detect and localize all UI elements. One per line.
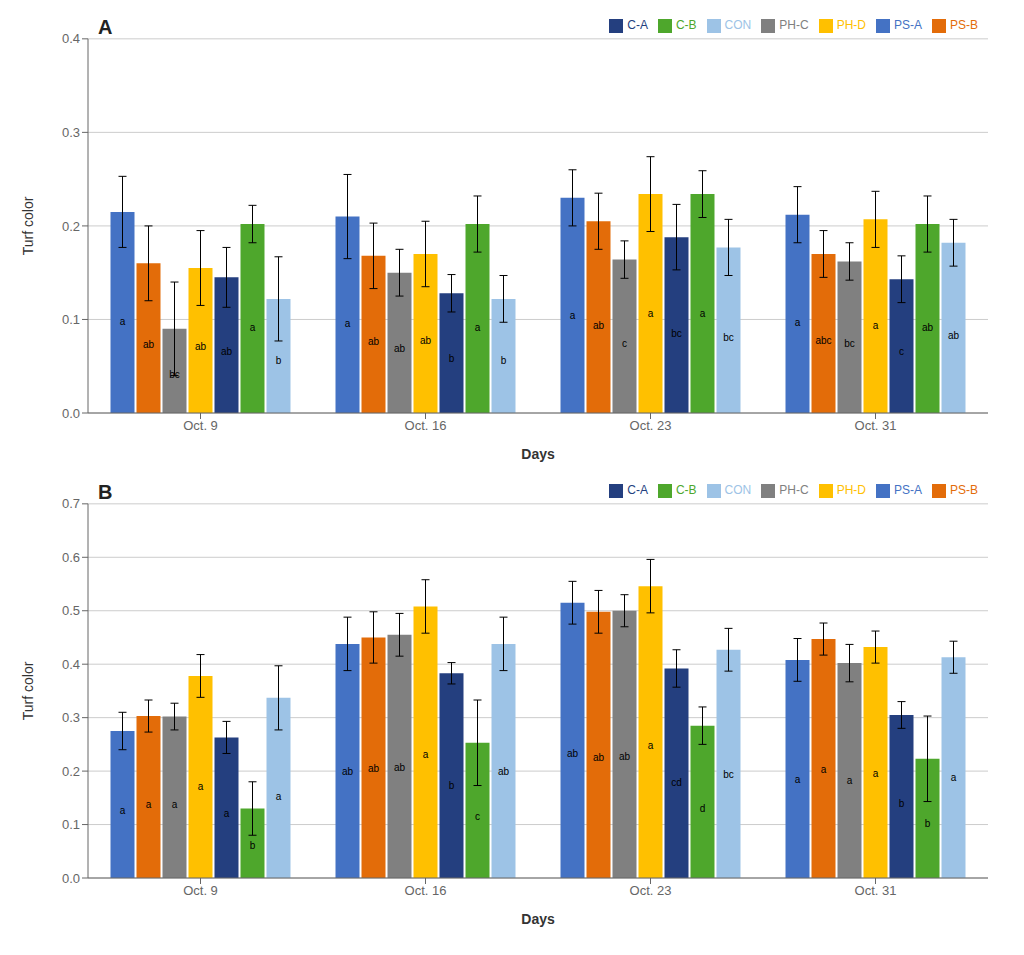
- svg-text:ab: ab: [593, 320, 605, 331]
- svg-text:Oct. 31: Oct. 31: [855, 418, 897, 433]
- svg-text:Oct. 16: Oct. 16: [405, 418, 447, 433]
- svg-text:a: a: [821, 764, 827, 775]
- svg-text:ab: ab: [342, 766, 354, 777]
- svg-text:ab: ab: [143, 339, 155, 350]
- svg-text:bc: bc: [671, 328, 682, 339]
- svg-text:ab: ab: [619, 751, 631, 762]
- svg-text:Oct. 23: Oct. 23: [630, 883, 672, 898]
- svg-text:0.1: 0.1: [62, 312, 80, 327]
- svg-text:0.3: 0.3: [62, 710, 80, 725]
- svg-text:a: a: [648, 308, 654, 319]
- svg-text:Oct. 9: Oct. 9: [183, 883, 218, 898]
- html-text:PS-A: PS-A: [894, 483, 922, 497]
- svg-text:bc: bc: [844, 338, 855, 349]
- svg-text:Oct. 23: Oct. 23: [630, 418, 672, 433]
- svg-text:Oct. 9: Oct. 9: [183, 418, 218, 433]
- svg-text:0.2: 0.2: [62, 764, 80, 779]
- svg-text:a: a: [423, 749, 429, 760]
- svg-text:a: a: [795, 317, 801, 328]
- svg-text:a: a: [570, 310, 576, 321]
- svg-text:b: b: [250, 840, 256, 851]
- svg-text:Turf color: Turf color: [20, 661, 36, 720]
- svg-text:ab: ab: [498, 766, 510, 777]
- html-text:C-B: C-B: [675, 483, 697, 497]
- svg-text:cd: cd: [671, 777, 682, 788]
- svg-text:a: a: [172, 799, 178, 810]
- html-text:CON: CON: [724, 18, 752, 32]
- svg-text:b: b: [276, 355, 282, 366]
- svg-text:0.3: 0.3: [62, 125, 80, 140]
- svg-text:ab: ab: [420, 335, 432, 346]
- svg-text:b: b: [449, 780, 455, 791]
- svg-text:d: d: [700, 803, 706, 814]
- html-text:C-B: C-B: [675, 18, 697, 32]
- svg-text:a: a: [224, 808, 230, 819]
- svg-text:ab: ab: [567, 748, 579, 759]
- svg-text:b: b: [899, 798, 905, 809]
- svg-text:ab: ab: [394, 343, 406, 354]
- html-text:C-A: C-A: [627, 483, 648, 497]
- svg-text:ab: ab: [394, 762, 406, 773]
- svg-text:0.4: 0.4: [62, 31, 80, 46]
- svg-text:c: c: [899, 346, 904, 357]
- svg-text:bc: bc: [723, 332, 734, 343]
- svg-text:bc: bc: [723, 769, 734, 780]
- svg-text:a: a: [700, 308, 706, 319]
- svg-text:a: a: [873, 320, 879, 331]
- svg-text:c: c: [622, 338, 627, 349]
- svg-text:a: a: [873, 768, 879, 779]
- svg-text:a: a: [120, 316, 126, 327]
- svg-text:a: a: [276, 791, 282, 802]
- svg-text:0.5: 0.5: [62, 603, 80, 618]
- svg-text:a: a: [847, 775, 853, 786]
- svg-text:0.2: 0.2: [62, 219, 80, 234]
- svg-text:a: a: [120, 805, 126, 816]
- svg-text:a: a: [648, 740, 654, 751]
- svg-text:ab: ab: [368, 336, 380, 347]
- svg-text:bc: bc: [169, 369, 180, 380]
- svg-text:a: a: [795, 774, 801, 785]
- svg-text:ab: ab: [922, 322, 934, 333]
- svg-text:ab: ab: [195, 341, 207, 352]
- html-text:PS-A: PS-A: [894, 18, 922, 32]
- svg-text:0.4: 0.4: [62, 657, 80, 672]
- svg-text:a: a: [475, 322, 481, 333]
- html-text:C-A: C-A: [627, 18, 648, 32]
- svg-text:Days: Days: [521, 446, 555, 462]
- svg-text:Oct. 16: Oct. 16: [405, 883, 447, 898]
- svg-text:a: a: [951, 772, 957, 783]
- svg-text:ab: ab: [221, 346, 233, 357]
- svg-text:a: a: [198, 781, 204, 792]
- html-text:PS-B: PS-B: [950, 18, 978, 32]
- svg-text:ab: ab: [368, 763, 380, 774]
- svg-text:Days: Days: [521, 911, 555, 927]
- svg-text:0.1: 0.1: [62, 817, 80, 832]
- html-text:PH-D: PH-D: [836, 483, 866, 497]
- svg-text:0.0: 0.0: [62, 406, 80, 421]
- svg-text:b: b: [925, 818, 931, 829]
- svg-text:Oct. 31: Oct. 31: [855, 883, 897, 898]
- html-text:CON: CON: [724, 483, 752, 497]
- svg-text:c: c: [475, 811, 480, 822]
- svg-text:a: a: [345, 318, 351, 329]
- html-text:PS-B: PS-B: [950, 483, 978, 497]
- svg-text:0.7: 0.7: [62, 496, 80, 511]
- html-text:PH-D: PH-D: [836, 18, 866, 32]
- svg-text:a: a: [250, 322, 256, 333]
- svg-text:abc: abc: [815, 335, 831, 346]
- svg-text:b: b: [449, 353, 455, 364]
- svg-text:a: a: [146, 799, 152, 810]
- svg-text:ab: ab: [593, 752, 605, 763]
- svg-text:0.6: 0.6: [62, 550, 80, 565]
- html-text:A: A: [98, 16, 113, 38]
- svg-text:0.0: 0.0: [62, 871, 80, 886]
- svg-text:Turf color: Turf color: [20, 196, 36, 255]
- html-text:B: B: [98, 481, 113, 503]
- html-text:PH-C: PH-C: [779, 483, 809, 497]
- svg-text:b: b: [501, 355, 507, 366]
- html-text:PH-C: PH-C: [779, 18, 809, 32]
- svg-text:ab: ab: [948, 330, 960, 341]
